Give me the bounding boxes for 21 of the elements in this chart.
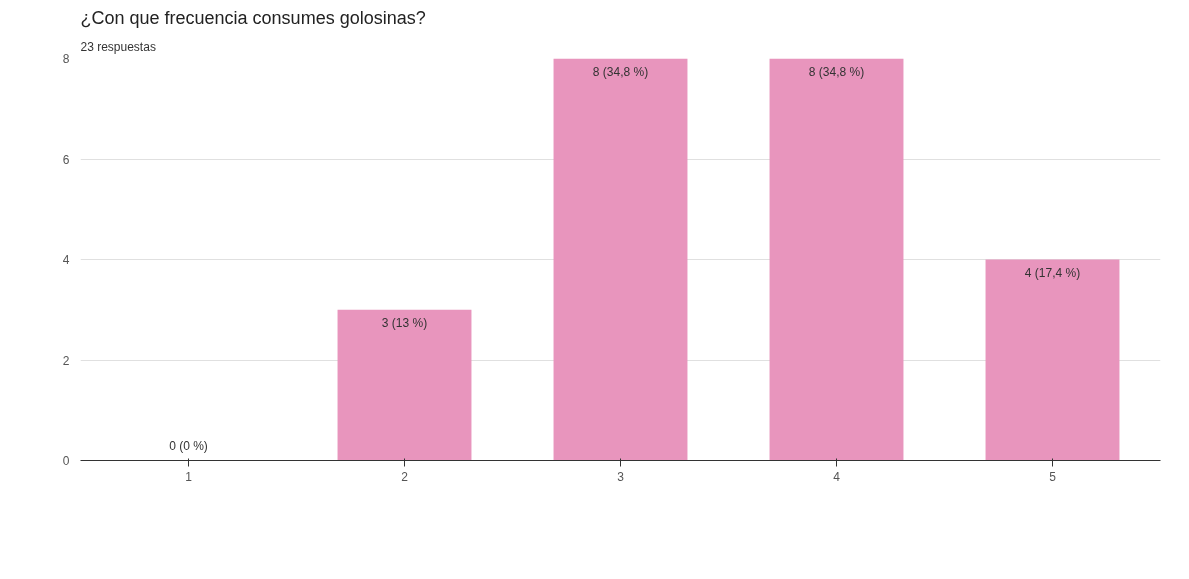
x-tick-label: 2 [401,469,409,484]
y-tick-label: 0 [62,454,70,468]
bar [985,259,1120,461]
bar [553,58,688,461]
x-tick-label: 4 [833,469,841,484]
bar [337,309,472,461]
y-tick-label: 2 [62,353,70,368]
x-tick-label: 5 [1049,469,1057,484]
y-tick-label: 4 [62,253,70,267]
data-label: 8 (34,8 %) [808,64,865,79]
bar [769,58,904,461]
x-tick-label: 3 [617,469,625,484]
y-tick-label: 8 [62,52,70,66]
chart-subtitle: 23 respuestas [80,39,156,54]
y-tick-label: 6 [62,152,70,167]
data-label: 4 (17,4 %) [1024,265,1081,280]
x-tick-label: 1 [185,469,193,484]
data-label: 0 (0 %) [169,438,208,453]
data-label: 8 (34,8 %) [592,64,649,79]
chart-title: ¿Con que frecuencia consumes golosinas? [80,7,426,28]
data-label: 3 (13 %) [381,315,428,330]
